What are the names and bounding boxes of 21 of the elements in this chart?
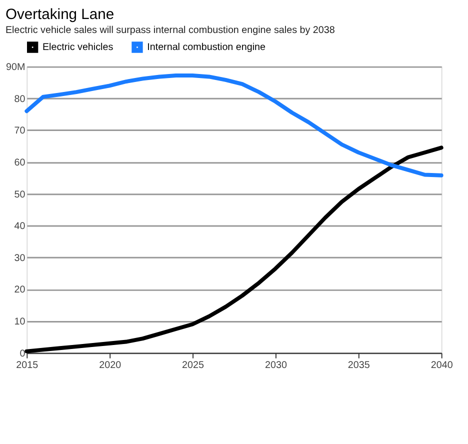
line-series <box>24 73 444 178</box>
y-tick-label: 50 <box>14 189 26 200</box>
y-tick-label: 70 <box>14 126 26 137</box>
x-tick-label: 2035 <box>348 360 370 372</box>
y-tick-label: 60 <box>14 157 26 168</box>
y-tick-label: 90M <box>6 62 26 74</box>
legend-label: Electric vehicles <box>42 42 114 54</box>
y-tick-label: 0 <box>20 348 26 360</box>
x-tick-label: 2040 <box>430 360 454 372</box>
x-tick-label: 2020 <box>99 360 122 372</box>
x-tick-label: 2015 <box>16 360 39 372</box>
chart-subtitle: Electric vehicle sales will surpass internal combustion engine sales by 2038 <box>5 24 336 36</box>
y-tick-label: 20 <box>14 284 26 296</box>
legend-label: Internal combustion engine <box>147 42 266 54</box>
chart-title: Overtaking Lane <box>5 7 114 24</box>
y-tick-label: 80 <box>14 94 26 105</box>
x-tick-label: 2030 <box>264 360 288 372</box>
y-tick-label: 10 <box>14 316 26 328</box>
y-tick-label: 40 <box>14 221 26 232</box>
x-tick-label: 2025 <box>182 360 205 372</box>
y-tick-label: 30 <box>14 252 26 264</box>
